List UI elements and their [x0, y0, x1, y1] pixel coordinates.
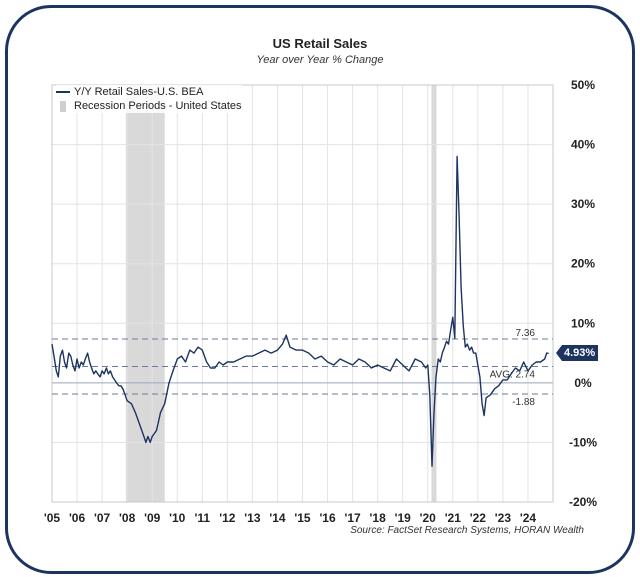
legend-line-swatch [56, 91, 70, 93]
x-tick-label-2020: '20 [420, 511, 437, 525]
x-tick-label-2016: '16 [319, 511, 336, 525]
y-tick-label-30: 30% [571, 197, 595, 211]
x-tick-label-2015: '15 [294, 511, 311, 525]
legend-item-recession: Recession Periods - United States [56, 99, 242, 113]
legend-label-recession: Recession Periods - United States [74, 100, 242, 112]
reference-label-1: AVG: 2.74 [490, 370, 536, 381]
x-tick-label-2017: '17 [344, 511, 361, 525]
legend-label-retail-sales: Y/Y Retail Sales-U.S. BEA [74, 86, 204, 98]
chart-title: US Retail Sales [272, 36, 368, 51]
reference-label-2: -1.88 [512, 397, 535, 408]
y-tick-label-40: 40% [571, 138, 595, 152]
y-tick-label-0: 0% [574, 376, 592, 390]
x-tick-label-2011: '11 [195, 511, 211, 525]
reference-label-0: 7.36 [516, 328, 536, 339]
x-tick-label-2012: '12 [219, 511, 236, 525]
x-tick-label-2010: '10 [169, 511, 186, 525]
series-line-retail-sales [51, 155, 549, 467]
x-tick-label-2019: '19 [395, 511, 412, 525]
x-tick-label-2014: '14 [269, 511, 286, 525]
x-tick-label-2024: '24 [520, 511, 537, 525]
chart-subtitle: Year over Year % Change [256, 54, 384, 66]
x-tick-label-2008: '08 [119, 511, 136, 525]
legend: Y/Y Retail Sales-U.S. BEA Recession Peri… [56, 85, 242, 113]
x-tick-label-2013: '13 [244, 511, 261, 525]
legend-item-retail-sales: Y/Y Retail Sales-U.S. BEA [56, 85, 242, 99]
x-tick-label-2022: '22 [470, 511, 487, 525]
last-value-badge: 4.93% [556, 345, 599, 361]
x-tick-label-2005: '05 [44, 511, 61, 525]
y-tick-label--10: -10% [569, 435, 597, 449]
recession-band-0 [125, 85, 165, 502]
x-tick-label-2007: '07 [94, 511, 111, 525]
x-tick-label-2006: '06 [69, 511, 86, 525]
plot-border [51, 84, 554, 503]
legend-recession-swatch [60, 100, 66, 112]
x-tick-label-2021: '21 [445, 511, 462, 525]
y-tick-label-20: 20% [571, 257, 595, 271]
y-tick-label--20: -20% [569, 495, 597, 509]
x-tick-label-2009: '09 [144, 511, 161, 525]
x-tick-label-2023: '23 [495, 511, 512, 525]
y-tick-label-10: 10% [571, 316, 595, 330]
recession-band-1 [431, 85, 437, 502]
source-note: Source: FactSet Research Systems, HORAN … [350, 525, 584, 536]
x-tick-label-2018: '18 [370, 511, 387, 525]
y-tick-label-50: 50% [571, 78, 595, 92]
